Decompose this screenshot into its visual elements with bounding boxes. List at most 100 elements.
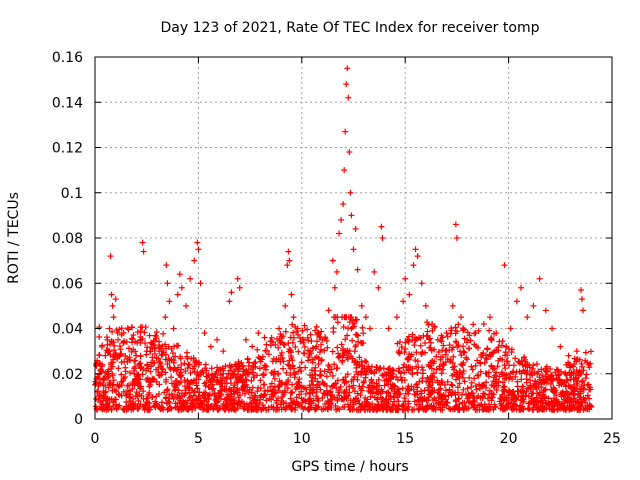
data-point — [449, 372, 456, 379]
data-point — [201, 330, 208, 337]
data-point — [413, 349, 420, 356]
data-point — [527, 377, 534, 384]
data-point — [548, 386, 555, 393]
axis-layer: 0 5 10 15 20 25 0 0.02 0.04 0.06 0.08 0.1 0.12 0.14 0.… — [52, 50, 621, 447]
data-point — [487, 353, 494, 360]
data-point — [452, 221, 459, 228]
data-point — [341, 388, 348, 395]
data-point — [137, 324, 144, 331]
data-point — [153, 378, 160, 385]
data-point — [151, 350, 158, 357]
data-point — [375, 376, 382, 383]
data-point — [369, 390, 376, 397]
data-point — [149, 394, 156, 401]
data-point — [231, 382, 238, 389]
data-point — [271, 375, 278, 382]
data-point — [336, 392, 343, 399]
data-point — [167, 365, 174, 372]
data-point — [249, 362, 256, 369]
data-point — [341, 403, 348, 410]
data-point — [543, 363, 550, 370]
data-point — [271, 368, 278, 375]
data-point — [313, 393, 320, 400]
data-point — [278, 397, 285, 404]
data-point — [178, 362, 185, 369]
data-point — [141, 406, 148, 413]
data-point — [180, 403, 187, 410]
data-point — [333, 365, 340, 372]
data-point — [211, 390, 218, 397]
data-point — [109, 328, 116, 335]
data-point — [483, 355, 490, 362]
data-point — [440, 342, 447, 349]
data-point — [573, 380, 580, 387]
data-point — [356, 383, 363, 390]
data-point — [122, 368, 129, 375]
data-point — [138, 392, 145, 399]
data-point — [306, 406, 313, 413]
data-point — [402, 339, 409, 346]
data-point — [422, 340, 429, 347]
data-point — [261, 334, 268, 341]
data-point — [153, 393, 160, 400]
data-point — [351, 373, 358, 380]
data-point — [336, 386, 343, 393]
data-point — [358, 358, 365, 365]
data-point — [386, 393, 393, 400]
data-point — [336, 230, 343, 237]
data-point — [287, 395, 294, 402]
data-point — [542, 386, 549, 393]
data-point — [209, 371, 216, 378]
data-point — [584, 402, 591, 409]
data-point — [445, 392, 452, 399]
data-point — [143, 348, 150, 355]
data-point — [166, 405, 173, 412]
data-point — [214, 336, 221, 343]
data-point — [282, 328, 289, 335]
y-tick-label: 0.12 — [52, 141, 83, 157]
data-point — [261, 381, 268, 388]
data-point — [447, 389, 454, 396]
data-point — [166, 399, 173, 406]
data-point — [187, 370, 194, 377]
data-point — [130, 403, 137, 410]
data-point — [478, 354, 485, 361]
data-point — [484, 345, 491, 352]
data-point — [547, 381, 554, 388]
data-point — [428, 365, 435, 372]
data-point — [378, 223, 385, 230]
data-point — [499, 406, 506, 413]
data-point — [459, 325, 466, 332]
data-point — [147, 368, 154, 375]
data-point — [156, 348, 163, 355]
data-point — [309, 359, 316, 366]
data-point — [464, 385, 471, 392]
data-point — [283, 369, 290, 376]
data-point — [552, 369, 559, 376]
data-point — [374, 364, 381, 371]
data-point — [413, 381, 420, 388]
data-points-layer — [92, 65, 595, 413]
data-point — [158, 368, 165, 375]
data-point — [307, 389, 314, 396]
data-point — [358, 302, 365, 309]
data-point — [341, 396, 348, 403]
data-point — [535, 368, 542, 375]
data-point — [587, 360, 594, 367]
data-point — [274, 404, 281, 411]
data-point — [538, 397, 545, 404]
data-point — [129, 405, 136, 412]
data-point — [190, 389, 197, 396]
data-point — [321, 368, 328, 375]
data-point — [448, 381, 455, 388]
data-point — [507, 374, 514, 381]
data-point — [100, 382, 107, 389]
data-point — [298, 359, 305, 366]
data-point — [156, 372, 163, 379]
data-point — [343, 348, 350, 355]
data-point — [94, 388, 101, 395]
data-point — [314, 404, 321, 411]
data-point — [383, 371, 390, 378]
data-point — [214, 364, 221, 371]
data-point — [466, 345, 473, 352]
